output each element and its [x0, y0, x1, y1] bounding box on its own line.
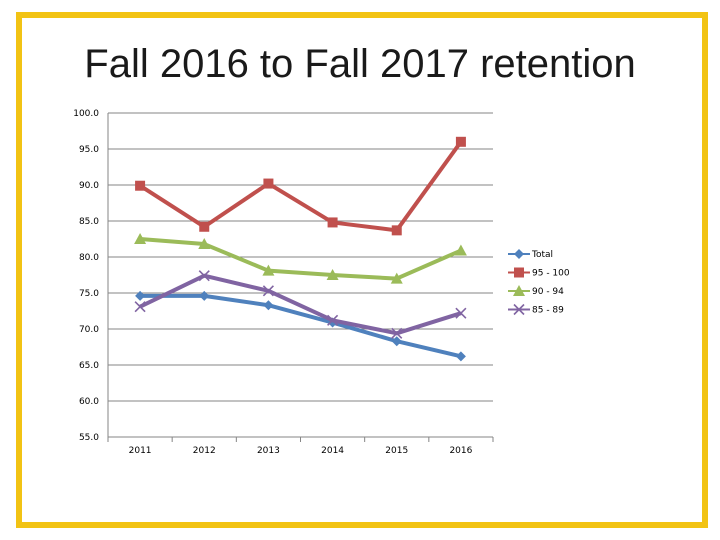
point [263, 300, 274, 311]
point [391, 336, 402, 347]
y-tick-label: 80.0 [79, 253, 99, 263]
point [391, 327, 403, 339]
series-0 [135, 290, 466, 362]
x-tick-label: 2016 [449, 446, 472, 456]
legend-item: 90 - 94 [508, 285, 564, 297]
point [135, 290, 146, 301]
point [455, 136, 466, 147]
legend-item: 95 - 100 [508, 267, 570, 279]
point-stroke [455, 307, 467, 319]
point-stroke [513, 303, 525, 316]
y-tick-label: 75.0 [79, 289, 99, 299]
point [263, 178, 274, 189]
point [198, 238, 211, 250]
x-tick-label: 2013 [257, 446, 280, 456]
point [513, 285, 525, 296]
legend-item: 85 - 89 [508, 303, 564, 316]
point [454, 244, 467, 256]
series-2 [134, 233, 467, 284]
point [455, 351, 466, 362]
point-stroke [134, 301, 146, 313]
series-line [140, 293, 462, 359]
y-tick-label: 60.0 [79, 397, 99, 407]
point [327, 314, 339, 326]
point [198, 270, 210, 282]
point [262, 285, 274, 297]
legend-label: 85 - 89 [532, 306, 564, 316]
y-tick-label: 95.0 [79, 145, 99, 155]
series-3 [134, 270, 467, 339]
point-stroke [327, 314, 339, 326]
legend-label: Total [531, 250, 553, 260]
y-tick-label: 65.0 [79, 361, 99, 371]
grid-lines [107, 112, 493, 438]
slide-frame [16, 12, 708, 528]
series-1 [135, 136, 466, 236]
point-stroke [262, 285, 274, 297]
legend: Total 95 - 100 90 - 94 85 - 89 [508, 249, 570, 316]
x-axis: 2011 2012 2013 2014 2015 2016 [107, 437, 494, 456]
point [390, 272, 403, 284]
point [199, 290, 210, 301]
y-axis: 55.0 60.0 65.0 70.0 75.0 80.0 85.0 90.0 95.0 100.… [73, 109, 99, 443]
x-tick-label: 2015 [385, 446, 408, 456]
y-tick-label: 85.0 [79, 217, 99, 227]
point-stroke [198, 270, 210, 282]
legend-label: 95 - 100 [532, 269, 570, 279]
legend-label: 90 - 94 [532, 287, 564, 297]
point [135, 180, 146, 191]
point [513, 303, 525, 316]
y-tick-label: 90.0 [79, 181, 99, 191]
legend-item: Total [508, 249, 553, 260]
y-tick-label: 55.0 [79, 433, 99, 443]
series-group [134, 136, 467, 362]
point-stroke [391, 327, 403, 339]
point [514, 249, 524, 259]
series-line [139, 273, 462, 336]
point [391, 225, 402, 236]
point [134, 233, 147, 244]
chart-title: Fall 2016 to Fall 2017 retention [84, 42, 636, 86]
y-tick-label: 70.0 [79, 325, 99, 335]
point [134, 301, 146, 313]
x-tick-label: 2011 [129, 446, 152, 456]
point [262, 264, 275, 276]
x-tick-label: 2014 [321, 446, 344, 456]
point [326, 269, 339, 280]
point [327, 217, 338, 228]
x-tick-label: 2012 [193, 446, 216, 456]
series-line [139, 237, 462, 281]
point [514, 267, 524, 278]
y-tick-label: 100.0 [73, 109, 99, 119]
series-line [139, 140, 463, 233]
point [455, 307, 467, 319]
point [199, 221, 210, 232]
